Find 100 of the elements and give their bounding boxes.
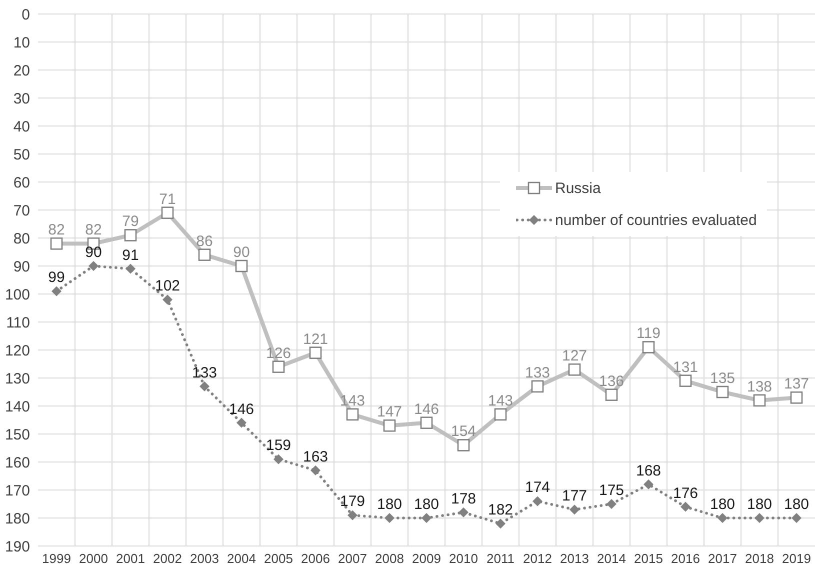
data-label: 86: [196, 232, 213, 250]
point: [310, 465, 320, 476]
data-label: 182: [488, 502, 514, 519]
point: [644, 479, 654, 490]
data-label: 90: [233, 244, 250, 261]
data-label: 71: [159, 190, 176, 208]
data-label: 90: [85, 244, 102, 261]
y-tick-label: 140: [4, 398, 30, 416]
data-label: 146: [228, 400, 254, 418]
x-tick-label: 2015: [634, 551, 663, 566]
x-tick-label: 2010: [449, 551, 478, 566]
data-label: 138: [746, 378, 772, 396]
data-label: 168: [636, 462, 662, 480]
y-tick-label: 100: [4, 286, 30, 304]
point: [52, 286, 62, 296]
point: [274, 454, 284, 464]
point: [200, 381, 210, 392]
x-tick-label: 2013: [560, 551, 589, 566]
data-label: 121: [302, 330, 328, 348]
data-label: 147: [376, 404, 402, 421]
data-label: 143: [488, 392, 514, 410]
data-label: 174: [524, 479, 550, 496]
x-tick-label: 2016: [671, 551, 700, 566]
point: [792, 513, 802, 523]
data-label: 179: [340, 493, 366, 510]
point: [754, 513, 764, 523]
point: [126, 264, 136, 274]
data-label: 79: [122, 213, 139, 230]
point: [348, 510, 358, 520]
y-tick-label: 130: [4, 370, 30, 388]
point: [162, 294, 172, 305]
y-tick-label: 90: [13, 258, 30, 276]
x-tick-label: 2006: [301, 551, 330, 566]
data-label: 82: [85, 222, 102, 239]
point: [422, 513, 432, 523]
point: [458, 507, 468, 518]
data-label: 159: [266, 437, 292, 454]
y-tick-label: 110: [6, 314, 30, 332]
y-tick-label: 80: [13, 230, 30, 248]
data-label: 91: [122, 246, 139, 264]
point: [718, 513, 728, 523]
data-label: 176: [672, 484, 698, 502]
y-tick-label: 10: [13, 34, 30, 52]
x-tick-label: 2000: [79, 551, 108, 566]
y-tick-label: 160: [4, 454, 30, 472]
y-tick-label: 50: [13, 146, 30, 164]
y-tick-label: 180: [4, 510, 30, 528]
data-label: 135: [710, 370, 736, 387]
data-label: 102: [154, 278, 180, 295]
data-label: 137: [784, 376, 810, 393]
data-label: 178: [450, 490, 476, 508]
data-label: 119: [636, 325, 660, 342]
y-tick-label: 20: [13, 62, 30, 80]
point: [680, 502, 690, 512]
data-label: 99: [48, 269, 65, 286]
y-tick-label: 190: [4, 538, 30, 556]
point: [496, 518, 506, 529]
data-label: 175: [598, 482, 624, 499]
x-tick-label: 2003: [190, 551, 219, 566]
x-tick-label: 2017: [708, 551, 737, 566]
x-tick-label: 2009: [412, 551, 441, 566]
point: [570, 504, 580, 515]
point: [606, 499, 616, 509]
data-label: 82: [48, 222, 65, 239]
x-tick-label: 2011: [486, 551, 514, 566]
y-tick-label: 150: [4, 426, 30, 444]
x-tick-label: 2018: [745, 551, 774, 566]
x-tick-label: 1999: [42, 551, 71, 566]
data-label: 180: [746, 496, 772, 513]
point: [384, 513, 394, 523]
data-label: 180: [414, 496, 440, 513]
y-tick-label: 60: [13, 174, 30, 192]
data-label: 180: [784, 496, 810, 513]
y-tick-label: 120: [4, 342, 30, 360]
data-label: 146: [414, 400, 440, 418]
data-label: 163: [302, 448, 328, 466]
x-tick-label: 2012: [523, 551, 552, 566]
data-label: 180: [376, 496, 402, 513]
point: [236, 418, 246, 428]
y-tick-label: 40: [13, 118, 30, 136]
y-tick-label: 30: [13, 90, 30, 108]
data-label: 180: [710, 496, 736, 513]
x-tick-label: 2007: [338, 551, 367, 566]
legend-label: Russia: [555, 180, 601, 196]
data-label: 127: [562, 348, 588, 365]
y-tick-label: 70: [13, 202, 30, 220]
x-tick-label: 2001: [116, 551, 145, 566]
x-tick-label: 2014: [597, 551, 626, 566]
x-tick-label: 2019: [782, 551, 811, 566]
data-label: 154: [450, 423, 476, 440]
x-tick-label: 2002: [153, 551, 182, 566]
x-tick-label: 2008: [375, 551, 404, 566]
x-tick-label: 2005: [264, 551, 293, 566]
data-label: 133: [524, 364, 550, 382]
point: [532, 496, 542, 506]
y-tick-label: 170: [4, 482, 30, 500]
x-tick-label: 2004: [227, 551, 256, 566]
y-tick-label: 0: [22, 6, 30, 24]
data-label: 133: [192, 364, 218, 382]
data-label: 177: [562, 488, 588, 505]
